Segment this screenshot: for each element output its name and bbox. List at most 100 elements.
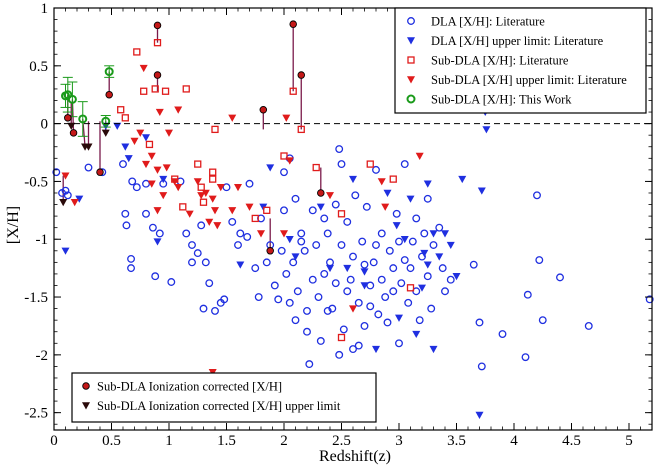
x-tick-label: 3.5 bbox=[447, 433, 466, 449]
dla-literature-point bbox=[420, 229, 429, 238]
subdla-upper-limit-point bbox=[228, 207, 237, 215]
y-axis-label: [X/H] bbox=[5, 206, 22, 244]
subdla-upper-limit-point bbox=[147, 180, 156, 188]
dla-literature-point bbox=[236, 229, 245, 238]
subdla-literature-point bbox=[151, 85, 159, 93]
dla-literature-point bbox=[291, 316, 300, 325]
dla-literature-point bbox=[305, 360, 314, 369]
legend-marker-subdla-upper-limit bbox=[407, 76, 415, 84]
legend-label: Sub-DLA Ionization corrected [X/H] bbox=[97, 380, 282, 394]
ionization-corrected-point bbox=[64, 114, 72, 122]
dla-literature-point bbox=[280, 206, 288, 215]
dla-literature-point bbox=[556, 273, 564, 282]
subdla-literature-point bbox=[199, 198, 208, 206]
dla-literature-point bbox=[535, 256, 544, 264]
legend-top-right: DLA [X/H]: Literature DLA [X/H] upper lim… bbox=[394, 7, 647, 114]
dla-upper-limit-point bbox=[412, 330, 421, 339]
dla-literature-point bbox=[383, 318, 392, 327]
subdla-upper-limit-point bbox=[155, 108, 164, 117]
dla-literature-point bbox=[346, 275, 355, 284]
ionization-corrected-point bbox=[297, 71, 306, 79]
ionization-corrected-upper-limit bbox=[67, 122, 76, 130]
dla-literature-point bbox=[349, 345, 357, 354]
dla-literature-point bbox=[211, 306, 219, 315]
dla-literature-point bbox=[343, 217, 352, 226]
x-tick-label: 2 bbox=[280, 433, 288, 449]
dla-literature-point bbox=[415, 316, 424, 325]
ionization-corrected-point bbox=[259, 105, 268, 114]
dla-literature-point bbox=[243, 232, 252, 241]
dla-upper-limit-point bbox=[452, 273, 461, 281]
dla-literature-point bbox=[362, 202, 371, 211]
dla-upper-limit-point bbox=[360, 282, 369, 290]
dla-literature-point bbox=[351, 191, 360, 200]
dla-literature-point bbox=[377, 229, 386, 238]
subdla-upper-limit-point bbox=[216, 184, 225, 192]
dla-literature-point bbox=[127, 254, 135, 263]
dla-literature-point bbox=[521, 353, 530, 362]
subdla-upper-limit-point bbox=[257, 230, 265, 238]
dla-upper-limit-point bbox=[349, 175, 357, 184]
subdla-upper-limit-point bbox=[208, 195, 217, 203]
subdla-literature-point bbox=[312, 163, 320, 172]
dla-literature-point bbox=[142, 209, 150, 218]
dla-upper-limit-point bbox=[429, 345, 438, 354]
x-axis-label: Redshift(z) bbox=[319, 448, 391, 465]
dla-literature-point bbox=[132, 183, 141, 192]
dla-literature-point bbox=[374, 310, 383, 319]
dla-literature-point bbox=[197, 221, 206, 230]
dla-literature-point bbox=[349, 252, 357, 261]
dla-literature-point bbox=[234, 241, 242, 249]
subdla-literature-point bbox=[161, 87, 170, 95]
dla-literature-point bbox=[337, 241, 346, 249]
subdla-literature-point bbox=[289, 87, 297, 95]
subdla-upper-limit-point bbox=[193, 178, 202, 186]
dla-upper-limit-point bbox=[423, 261, 432, 269]
legend-marker-this-work bbox=[406, 94, 416, 104]
subdla-literature-point bbox=[179, 203, 187, 211]
dla-literature-point bbox=[289, 258, 298, 267]
this-work-point bbox=[67, 94, 77, 104]
this-work-point bbox=[61, 91, 70, 101]
legend-marker-ionization-corrected-upper-limit bbox=[82, 402, 90, 410]
legend-label: Sub-DLA [X/H]: This Work bbox=[431, 93, 572, 107]
subdla-literature-point bbox=[406, 284, 415, 292]
dla-literature-point bbox=[155, 229, 164, 238]
subdla-upper-limit-point bbox=[147, 152, 156, 160]
dla-literature-point bbox=[300, 246, 309, 255]
dla-literature-point bbox=[303, 306, 311, 315]
subdla-upper-limit-point bbox=[211, 207, 219, 215]
dla-literature-point bbox=[201, 258, 210, 267]
dla-literature-point bbox=[254, 293, 263, 301]
subdla-literature-point bbox=[263, 206, 271, 214]
dla-upper-limit-point bbox=[153, 238, 162, 246]
ionization-corrected-upper-limit bbox=[101, 129, 110, 137]
dla-literature-point bbox=[381, 293, 390, 301]
y-tick-label: 1 bbox=[41, 1, 49, 17]
dla-literature-point bbox=[423, 194, 432, 203]
dla-literature-point bbox=[475, 318, 484, 327]
dla-literature-point bbox=[285, 298, 294, 307]
legend-label: Sub-DLA [X/H] upper limit: Literature bbox=[431, 73, 627, 87]
dla-literature-point bbox=[412, 214, 421, 223]
subdla-upper-limit-point bbox=[162, 164, 171, 172]
ionization-corrected-point bbox=[153, 71, 162, 79]
legend-marker-ionization-corrected bbox=[82, 382, 90, 390]
dla-upper-limit-point bbox=[475, 411, 484, 419]
dla-upper-limit-point bbox=[75, 195, 84, 203]
dla-literature-point bbox=[314, 293, 323, 301]
subdla-upper-limit-point bbox=[197, 192, 206, 200]
dla-literature-point bbox=[395, 237, 403, 246]
dla-literature-point bbox=[251, 264, 260, 273]
subdla-upper-limit-point bbox=[185, 210, 194, 218]
dla-literature-point bbox=[52, 168, 61, 177]
subdla-literature-point bbox=[197, 183, 205, 191]
dla-literature-point bbox=[533, 191, 541, 200]
subdla-upper-limit-point bbox=[201, 189, 210, 197]
ionization-corrected-point bbox=[105, 90, 113, 99]
subdla-upper-limit-point bbox=[228, 114, 237, 122]
subdla-literature-point bbox=[389, 175, 397, 183]
subdla-upper-limit-point bbox=[174, 184, 183, 192]
dla-literature-point bbox=[148, 223, 157, 232]
